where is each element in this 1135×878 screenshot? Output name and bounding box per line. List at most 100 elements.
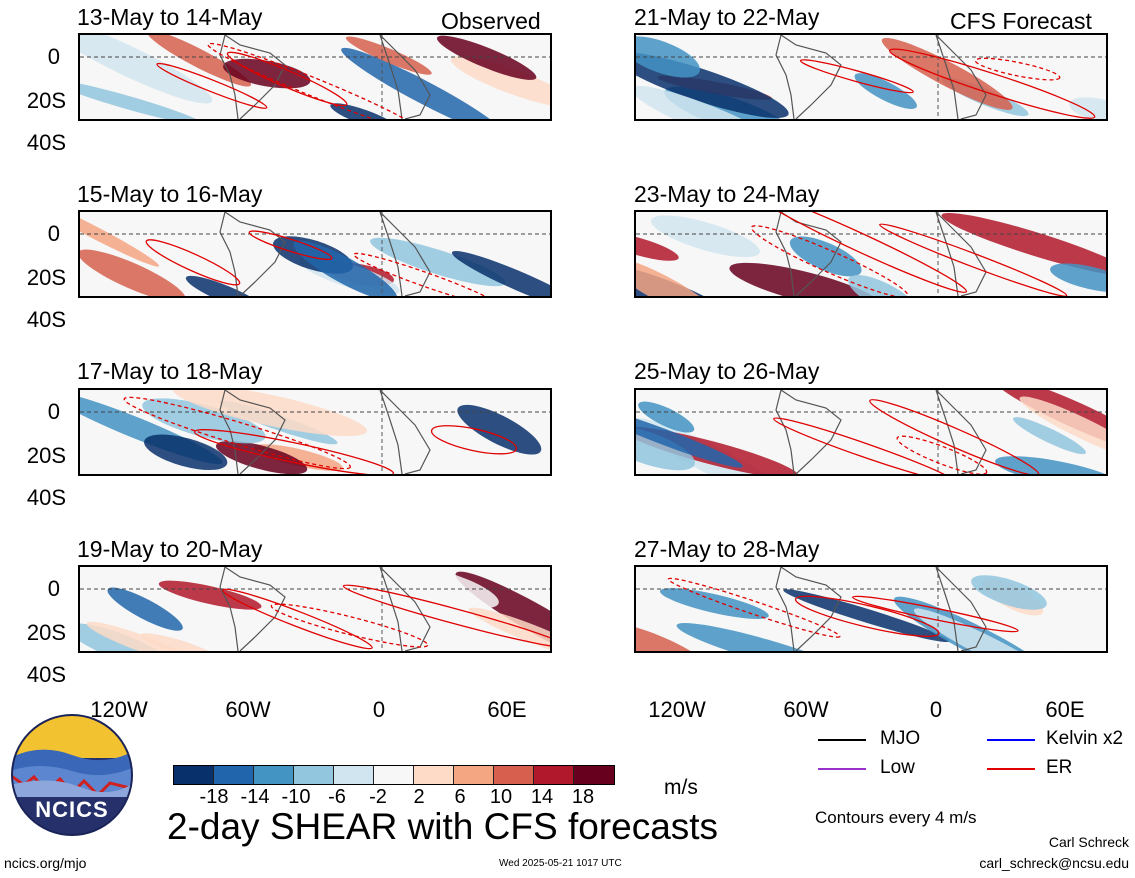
- shear-map: [634, 210, 1108, 298]
- logo-text: NCICS: [35, 797, 109, 822]
- shear-anomaly-blob: [107, 587, 183, 631]
- legend-label-low: Low: [880, 757, 915, 778]
- shear-anomaly-blob: [453, 390, 550, 458]
- shear-anomaly-blob: [1013, 417, 1086, 455]
- er-contour: [974, 57, 1061, 81]
- shear-anomaly-blob: [995, 456, 1106, 474]
- lat-label: 40S: [26, 307, 66, 332]
- shear-anomaly-blob: [636, 257, 720, 296]
- africa-coastline: [935, 567, 987, 651]
- shear-anomaly-blob: [638, 401, 695, 433]
- shear-anomaly-blob: [86, 621, 195, 651]
- er-contour: [750, 225, 909, 296]
- panel-tag-observed: Observed: [441, 8, 541, 34]
- footer-email: carl_schreck@ncsu.edu: [979, 855, 1129, 871]
- africa-coastline: [379, 212, 431, 296]
- footer-author: Carl Schreck: [1048, 834, 1129, 850]
- lat-label: 0: [47, 399, 60, 424]
- legend-line-er: [987, 768, 1035, 770]
- lat-label: 20S: [26, 443, 66, 468]
- footer-url: ncics.org/mjo: [4, 855, 87, 871]
- lat-label: 0: [47, 44, 60, 69]
- shear-map: [78, 33, 552, 121]
- south-america-coastline: [219, 567, 286, 651]
- main-title: 2-day SHEAR with CFS forecasts: [167, 806, 719, 847]
- shear-anomaly-blob: [144, 434, 228, 471]
- lon-label: 120W: [648, 697, 706, 722]
- shear-anomaly-blob: [80, 79, 204, 119]
- shear-anomaly-blob: [789, 236, 862, 277]
- shear-field: [636, 390, 1106, 474]
- south-america-coastline: [775, 567, 842, 651]
- colorbar-label: 6: [454, 786, 466, 808]
- lat-label: 40S: [26, 130, 66, 155]
- shear-anomaly-blob: [636, 85, 784, 119]
- shear-anomaly-blob: [140, 633, 219, 651]
- colorbar-swatch: [334, 766, 374, 784]
- south-america-coastline: [775, 390, 842, 474]
- colorbar-label: 18: [571, 786, 595, 808]
- legend-label-kelvin: Kelvin x2: [1046, 728, 1124, 749]
- south-america-coastline: [219, 35, 286, 119]
- colorbar-swatch: [174, 766, 214, 784]
- lat-label: 0: [47, 221, 60, 246]
- shear-field: [636, 212, 1106, 296]
- lon-label: 0: [372, 697, 386, 722]
- panel-title: 25-May to 26-May: [634, 358, 820, 384]
- shear-field: [80, 567, 550, 651]
- colorbar-swatch: [494, 766, 534, 784]
- shear-anomaly-blob: [1069, 97, 1106, 119]
- shear-anomaly-blob: [783, 589, 950, 643]
- shear-anomaly-blob: [1050, 263, 1106, 293]
- shear-anomaly-blob: [185, 275, 267, 296]
- er-contour: [123, 396, 352, 470]
- africa-coastline: [935, 390, 987, 474]
- colorbar-swatch: [214, 766, 254, 784]
- shear-anomaly-blob: [913, 608, 1073, 651]
- colorbar-label: 14: [530, 786, 554, 808]
- colorbar-unit: m/s: [664, 776, 698, 799]
- africa-coastline: [935, 35, 987, 119]
- contour-note: Contours every 4 m/s: [815, 808, 977, 827]
- shear-anomaly-blob: [941, 212, 1106, 276]
- shear-anomaly-blob: [455, 571, 550, 651]
- colorbar-swatch: [294, 766, 334, 784]
- colorbar-label: 10: [489, 786, 513, 808]
- legend-line-low: [818, 768, 866, 770]
- shear-anomaly-blob: [293, 240, 398, 296]
- shear-anomaly-blob: [881, 37, 1013, 110]
- er-contour: [430, 425, 518, 455]
- south-america-coastline: [219, 212, 286, 296]
- er-contour: [879, 223, 1068, 296]
- lat-label: 0: [47, 576, 60, 601]
- er-contour: [667, 577, 841, 638]
- panel-title: 19-May to 20-May: [77, 536, 263, 562]
- legend-line-kelvin: [987, 739, 1035, 741]
- shear-anomaly-blob: [330, 103, 399, 119]
- lat-label: 20S: [26, 620, 66, 645]
- legend-line-mjo: [818, 739, 866, 741]
- colorbar-label: -10: [281, 786, 311, 808]
- panel-title: 23-May to 24-May: [634, 181, 820, 207]
- colorbar-swatch: [534, 766, 574, 784]
- lon-label: 60W: [225, 697, 271, 722]
- er-contour: [207, 42, 419, 119]
- shear-map: [78, 210, 552, 298]
- colorbar: [173, 765, 615, 785]
- er-contour: [145, 239, 241, 286]
- africa-coastline: [379, 35, 431, 119]
- lon-label: 60E: [487, 697, 527, 722]
- shear-anomaly-blob: [676, 623, 852, 651]
- shear-anomaly-blob: [659, 588, 769, 619]
- panel-title: 27-May to 28-May: [634, 536, 820, 562]
- shear-anomaly-blob: [392, 567, 499, 609]
- er-contour: [799, 59, 914, 94]
- er-contour: [869, 399, 1040, 474]
- panel-title: 15-May to 16-May: [77, 181, 263, 207]
- shear-map: [78, 388, 552, 476]
- shear-anomaly-blob: [80, 212, 160, 267]
- shear-anomaly-blob: [451, 250, 550, 296]
- legend-label-mjo: MJO: [880, 728, 921, 749]
- er-contour: [342, 584, 550, 648]
- er-contour: [248, 230, 333, 261]
